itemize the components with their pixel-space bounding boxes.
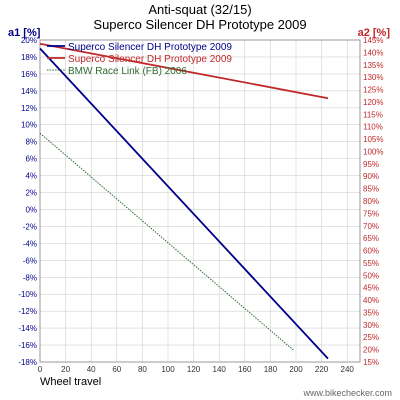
y2-tick-label: 75% (363, 209, 379, 218)
series-line-1 (39, 47, 329, 360)
y2-tick-label: 30% (363, 321, 379, 330)
y1-tick-label: 10% (21, 121, 37, 130)
y2-tick-label: 70% (363, 222, 379, 231)
y2-tick-label: 110% (363, 123, 383, 132)
y2-tick-label: 25% (363, 333, 379, 342)
x-tick-label: 80 (138, 365, 147, 374)
series-lines (39, 42, 329, 360)
x-tick-label: 20 (61, 365, 70, 374)
y1-tick-label: -18% (18, 358, 37, 367)
y2-tick-label: 135% (363, 61, 383, 70)
plot-frame (39, 39, 361, 363)
y2-tick-label: 105% (363, 135, 383, 144)
x-tick-label: 140 (213, 365, 227, 374)
chart-title: Anti-squat (32/15) (148, 2, 251, 17)
y2-axis-label: a2 [%] (358, 27, 391, 39)
y2-tick-label: 95% (363, 160, 379, 169)
y2-tick-label: 145% (363, 36, 383, 45)
x-tick-labels: 0 20 40 60 80 100 120 140 160 180 200 220 240 (38, 365, 355, 374)
x-tick-label: 40 (87, 365, 96, 374)
legend-label: Superco Silencer DH Prototype 2009 (68, 42, 232, 53)
legend: Superco Silencer DH Prototype 2009Superc… (47, 42, 232, 77)
y1-axis-label: a1 [%] (8, 27, 41, 39)
y2-tick-label: 55% (363, 259, 379, 268)
y2-tick-label: 65% (363, 234, 379, 243)
y2-tick-label: 90% (363, 172, 379, 181)
y2-tick-label: 80% (363, 197, 379, 206)
y2-tick-label: 85% (363, 185, 379, 194)
x-tick-label: 100 (161, 365, 175, 374)
y1-tick-label: -8% (23, 273, 37, 282)
grid-lines (40, 40, 360, 362)
y1-tick-label: -16% (18, 341, 37, 350)
y1-tick-label: -6% (23, 256, 37, 265)
x-axis-label: Wheel travel (40, 376, 101, 388)
x-tick-label: 120 (187, 365, 201, 374)
series-line-3 (39, 132, 294, 351)
legend-label: Superco Silencer DH Prototype 2009 (68, 54, 232, 65)
y1-tick-label: 16% (21, 70, 37, 79)
y2-tick-label: 60% (363, 247, 379, 256)
chart-subtitle: Superco Silencer DH Prototype 2009 (93, 17, 306, 32)
x-tick-label: 160 (238, 365, 252, 374)
y1-tick-label: 6% (25, 155, 37, 164)
y2-tick-label: 115% (363, 110, 383, 119)
y1-tick-label: 18% (21, 53, 37, 62)
series-line-2 (39, 42, 329, 100)
y1-tick-label: 12% (21, 104, 37, 113)
y1-tick-label: 8% (25, 138, 37, 147)
y1-tick-label: -2% (23, 222, 37, 231)
x-tick-label: 60 (112, 365, 121, 374)
y2-tick-label: 45% (363, 284, 379, 293)
y1-tick-label: -10% (18, 290, 37, 299)
y1-tick-label: 20% (21, 36, 37, 45)
y1-tick-label: 14% (21, 87, 37, 96)
y2-tick-label: 120% (363, 98, 383, 107)
y2-tick-label: 35% (363, 308, 379, 317)
y2-tick-label: 50% (363, 271, 379, 280)
y2-tick-label: 100% (363, 147, 383, 156)
y2-tick-label: 15% (363, 358, 379, 367)
y2-tick-labels: 145% 140% 135% 130% 125% 120% 115% 110% 105% 100%… (363, 36, 383, 367)
y1-tick-label: 2% (25, 189, 37, 198)
y2-tick-label: 125% (363, 86, 383, 95)
y1-tick-labels: 20% 18% 16% 14% 12% 10% 8% 6% 4% 2% 0% -2% -4% -6% -8%… (18, 36, 37, 367)
y2-tick-label: 130% (363, 73, 383, 82)
x-tick-label: 0 (38, 365, 43, 374)
y1-tick-label: 4% (25, 172, 37, 181)
legend-label: BMW Race Link (FB) 2006 (68, 66, 187, 77)
y1-tick-label: -14% (18, 324, 37, 333)
y2-tick-label: 20% (363, 346, 379, 355)
footer-watermark: www.bikechecker.com (302, 388, 392, 398)
x-tick-label: 200 (289, 365, 303, 374)
y2-tick-label: 140% (363, 48, 383, 57)
y1-tick-label: -12% (18, 307, 37, 316)
y1-tick-label: -4% (23, 239, 37, 248)
x-tick-label: 220 (315, 365, 329, 374)
y2-tick-label: 40% (363, 296, 379, 305)
x-tick-label: 180 (264, 365, 278, 374)
y1-tick-label: 0% (25, 205, 37, 214)
x-tick-label: 240 (341, 365, 355, 374)
